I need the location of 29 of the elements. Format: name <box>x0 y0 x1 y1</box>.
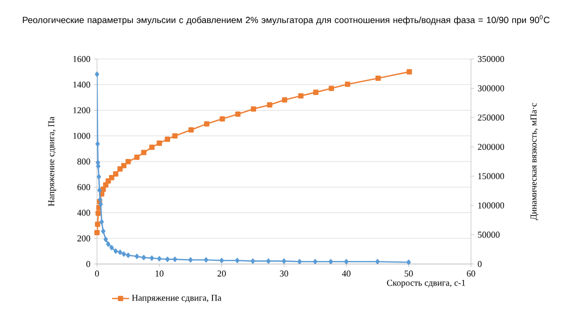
x-tick-label: 0 <box>95 270 99 277</box>
y-tick-label: 1600 <box>73 56 90 62</box>
y2-tick-label: 0 <box>478 260 482 268</box>
y2-tick-label: 50000 <box>478 232 500 238</box>
y2-tick-label: 200000 <box>478 144 504 150</box>
y-tick-label: 400 <box>77 210 90 216</box>
legend-label: Напряжение сдвига, Па <box>132 294 222 303</box>
x-tick-label: 10 <box>156 270 164 277</box>
y2-tick-label: 250000 <box>478 114 504 121</box>
y-tick-label: 1000 <box>73 132 90 139</box>
x-tick-label: 30 <box>280 270 288 277</box>
y2-tick-label: 150000 <box>478 173 504 180</box>
chart-title: Реологические параметры эмульсии с добавлением 2% эмульгатора для соотношения нефть/водная фаза = 10/90 при 90$^{0}$С <box>22 15 550 25</box>
y-tick-label: 1400 <box>73 82 90 88</box>
y-tick-label: 600 <box>77 184 90 190</box>
x-tick-label: 60 <box>466 270 476 277</box>
y-tick-label: 1200 <box>73 107 90 114</box>
x-axis-title: Скорость сдвига, с-1 <box>387 280 466 288</box>
y-tick-label: 200 <box>77 235 90 242</box>
y-tick-label: 800 <box>77 158 90 165</box>
y2-axis-title: Динамическая вязкость, мПа·с <box>530 103 538 220</box>
x-tick-label: 40 <box>342 270 350 277</box>
y2-tick-label: 300000 <box>478 85 504 92</box>
y2-tick-label: 350000 <box>478 56 504 62</box>
x-tick-label: 20 <box>218 270 226 277</box>
y2-tick-label: 100000 <box>478 202 504 208</box>
x-tick-label: 50 <box>404 270 413 277</box>
y-axis-title: Напряжение сдвига, Па <box>48 116 56 206</box>
y-tick-label: 0 <box>86 260 90 268</box>
